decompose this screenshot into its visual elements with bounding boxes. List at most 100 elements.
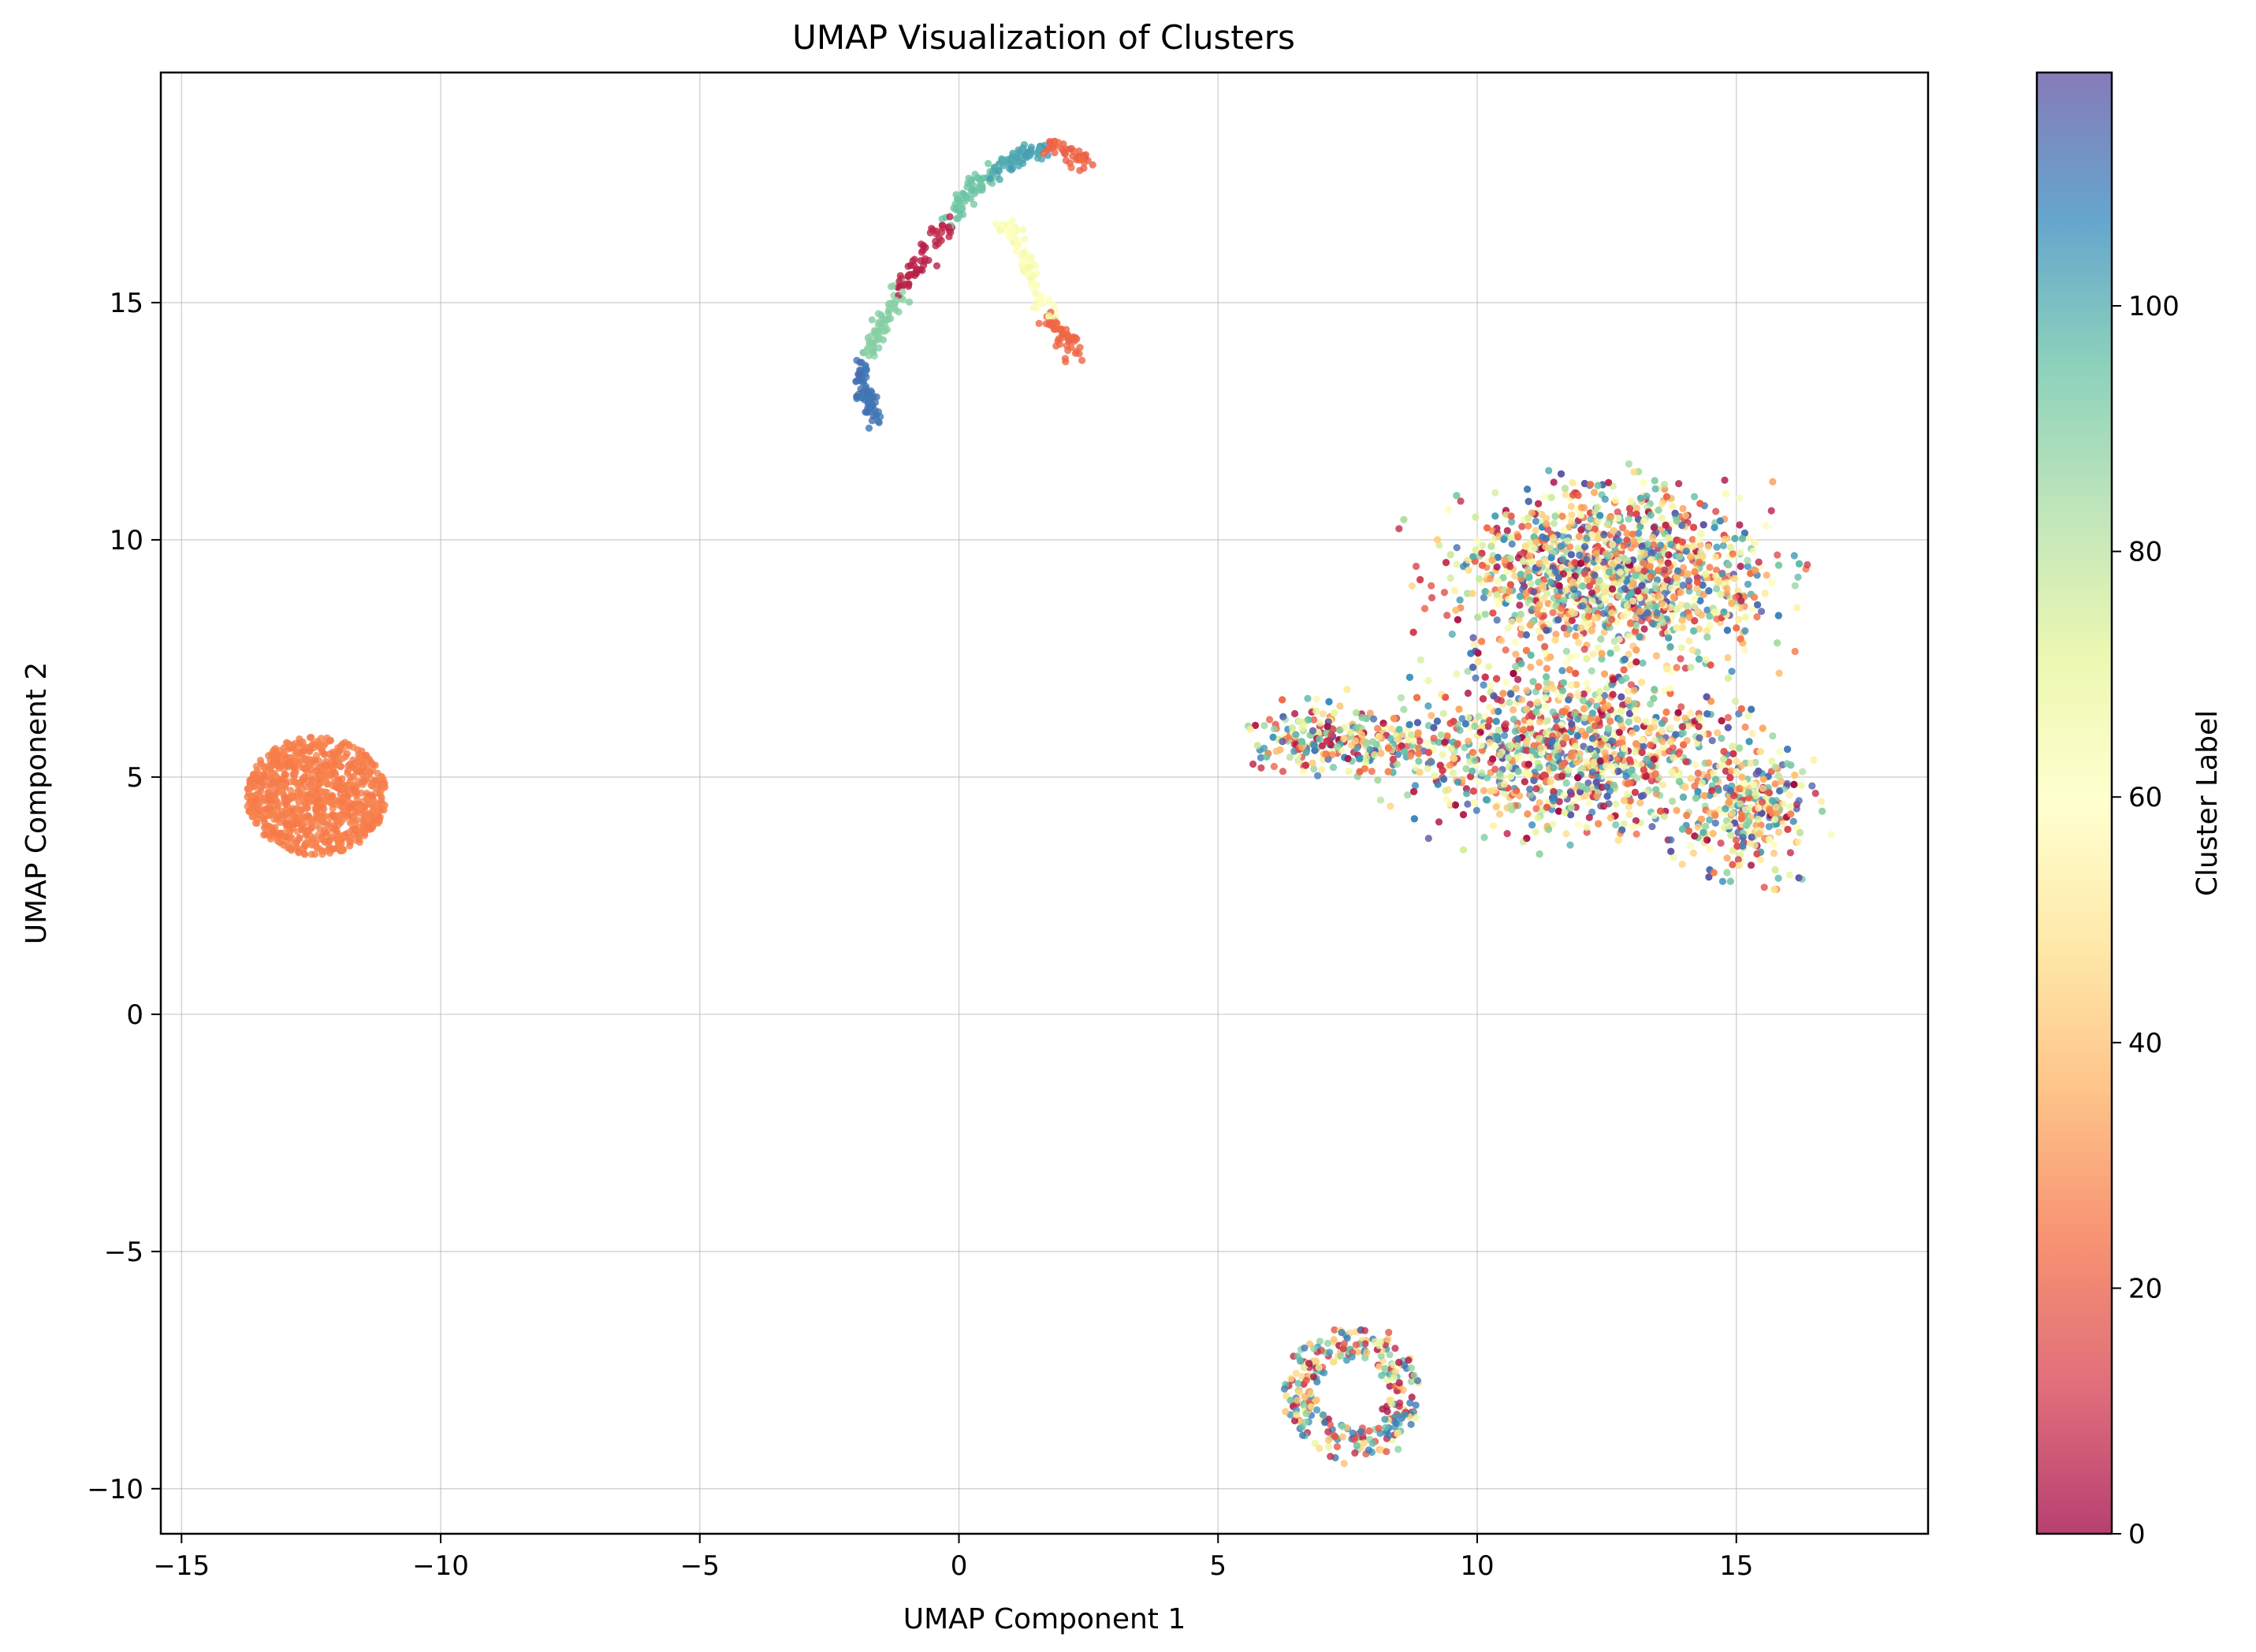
scatter-point — [1528, 746, 1536, 755]
scatter-point — [1060, 150, 1068, 158]
scatter-point — [257, 787, 265, 795]
scatter-point — [1577, 512, 1584, 519]
scatter-point — [1711, 553, 1719, 561]
scatter-point — [1449, 768, 1457, 777]
scatter-point — [1584, 799, 1593, 807]
scatter-point — [1523, 835, 1531, 843]
scatter-point — [1765, 823, 1773, 831]
scatter-point — [1352, 737, 1360, 745]
scatter-point — [1512, 650, 1520, 658]
scatter-point — [333, 779, 341, 787]
scatter-point — [1568, 616, 1576, 624]
scatter-point — [1465, 713, 1472, 722]
scatter-point — [302, 831, 310, 839]
scatter-point — [1521, 542, 1529, 550]
scatter-point — [1767, 507, 1775, 515]
scatter-point — [1487, 542, 1495, 550]
scatter-point — [1668, 768, 1676, 776]
scatter-point — [1776, 787, 1784, 795]
scatter-point — [321, 751, 329, 759]
scatter-point — [1636, 536, 1644, 544]
scatter-point — [884, 309, 892, 317]
scatter-point — [1786, 849, 1794, 857]
scatter-point — [1626, 797, 1634, 805]
scatter-point — [1459, 846, 1468, 854]
scatter-point — [1659, 743, 1667, 751]
scatter-point — [1629, 530, 1636, 538]
scatter-point — [1031, 289, 1039, 297]
scatter-point — [1648, 593, 1656, 601]
scatter-point — [1070, 333, 1078, 341]
scatter-point — [1625, 460, 1632, 468]
scatter-point — [1595, 576, 1603, 585]
scatter-point — [1478, 549, 1486, 557]
scatter-point — [1510, 706, 1517, 714]
scatter-point — [1310, 765, 1318, 773]
scatter-point — [954, 195, 962, 203]
scatter-point — [965, 174, 973, 182]
scatter-point — [1453, 560, 1461, 568]
scatter-point — [347, 790, 355, 798]
scatter-point — [339, 740, 347, 748]
scatter-point — [1755, 767, 1763, 776]
scatter-point — [1610, 781, 1618, 789]
scatter-point — [1500, 789, 1508, 797]
scatter-point — [1691, 617, 1699, 625]
scatter-point — [1827, 831, 1835, 839]
scatter-point — [1708, 737, 1716, 745]
scatter-point — [1696, 597, 1704, 605]
scatter-point — [1614, 836, 1622, 844]
scatter-point — [1318, 742, 1326, 750]
scatter-point — [1744, 712, 1752, 720]
scatter-point — [1623, 530, 1631, 538]
scatter-point — [1692, 761, 1699, 768]
scatter-point — [1530, 776, 1538, 784]
scatter-point — [1565, 696, 1573, 704]
scatter-point — [1376, 796, 1384, 804]
scatter-point — [1737, 635, 1744, 643]
scatter-point — [1486, 703, 1494, 711]
scatter-point — [274, 802, 282, 810]
scatter-point — [260, 770, 268, 779]
scatter-point — [1454, 778, 1462, 787]
scatter-point — [1541, 694, 1550, 701]
scatter-point — [1543, 515, 1551, 523]
scatter-point — [1603, 753, 1610, 761]
scatter-point — [1543, 803, 1551, 811]
scatter-point — [1718, 570, 1726, 578]
scatter-point — [1668, 584, 1676, 593]
scatter-point — [285, 795, 293, 803]
scatter-point — [318, 772, 326, 780]
scatter-point — [1681, 714, 1689, 722]
scatter-point — [1470, 641, 1478, 649]
scatter-point — [1618, 693, 1625, 701]
scatter-point — [865, 424, 873, 432]
scatter-point — [1336, 702, 1344, 710]
scatter-point — [1465, 737, 1472, 745]
scatter-point — [1583, 824, 1591, 832]
scatter-point — [1697, 530, 1705, 538]
scatter-point — [1665, 634, 1673, 642]
scatter-point — [261, 818, 269, 826]
scatter-point — [1564, 766, 1573, 774]
scatter-point — [358, 757, 366, 765]
scatter-point — [1638, 573, 1646, 582]
scatter-point — [1535, 683, 1543, 690]
scatter-point — [288, 846, 296, 854]
scatter-point — [1477, 742, 1485, 750]
scatter-point — [1503, 830, 1511, 838]
scatter-point — [1600, 691, 1608, 700]
scatter-point — [1654, 592, 1662, 600]
scatter-point — [1266, 716, 1274, 724]
scatter-point — [278, 782, 286, 790]
scatter-point — [1749, 605, 1757, 613]
scatter-point — [1027, 143, 1035, 151]
scatter-point — [1495, 726, 1502, 735]
scatter-point — [932, 242, 940, 250]
scatter-point — [1008, 165, 1017, 173]
scatter-point — [1640, 559, 1647, 567]
scatter-point — [299, 738, 307, 746]
scatter-point — [1499, 690, 1507, 698]
scatter-point — [1512, 685, 1520, 693]
scatter-point — [1587, 745, 1595, 753]
